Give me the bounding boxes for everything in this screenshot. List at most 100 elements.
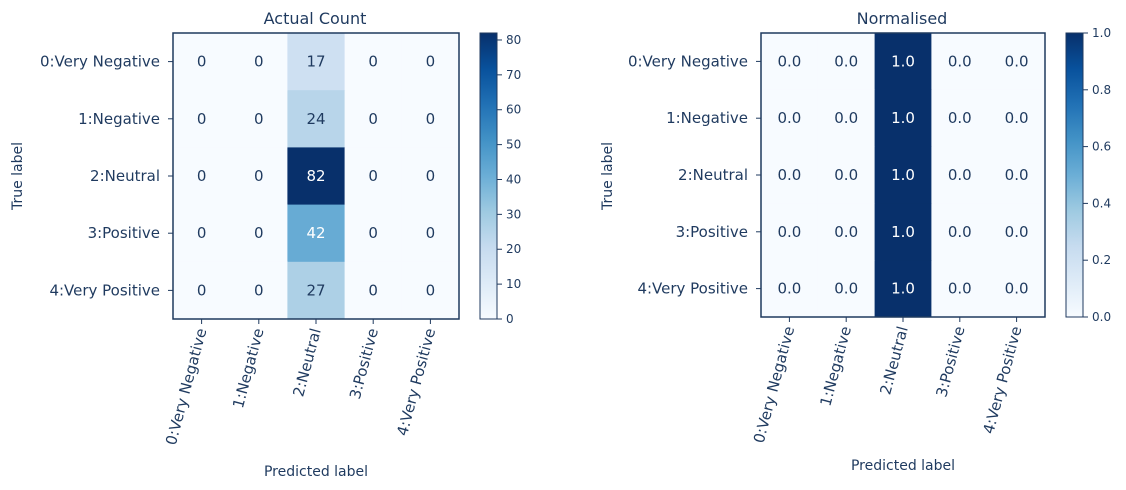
heatmap-cell	[817, 33, 876, 91]
heatmap-cell	[874, 33, 932, 91]
cell-value-label: 0.0	[1005, 52, 1029, 70]
cell-value-label: 0.0	[777, 109, 801, 127]
heatmap-cell	[401, 90, 460, 148]
cell-value-label: 0	[426, 110, 436, 128]
heatmap-cell	[287, 261, 346, 320]
colorbar-tick-label: 20	[506, 242, 521, 256]
heatmap-cell	[817, 146, 876, 204]
cell-value-label: 27	[306, 281, 325, 299]
cell-value-label: 0	[254, 167, 264, 185]
heatmap-cell	[173, 261, 231, 320]
heatmap-cell	[173, 90, 231, 148]
y-tick-label: 1:Negative	[666, 109, 748, 127]
heatmap-cell	[173, 33, 231, 91]
x-tick-label: 4:Very Positive	[393, 326, 439, 437]
heatmap-cell	[874, 260, 932, 318]
heatmap-cell	[230, 33, 288, 91]
colorbar-tick-label: 0	[506, 312, 514, 326]
cell-value-label: 0	[368, 110, 378, 128]
cell-value-label: 0	[426, 281, 436, 299]
colorbar: 0.0 0.2 0.4 0.6 0.8 1.0	[1065, 26, 1111, 324]
colorbar-gradient	[479, 32, 498, 320]
heatmap-cell	[874, 203, 932, 261]
y-tick-labels: 0:Very Negative 1:Negative 2:Neutral 3:Posi…	[628, 52, 761, 298]
cell-value-label: 0	[426, 167, 436, 185]
colorbar-gradient	[1065, 32, 1084, 318]
x-tick-label: 4:Very Positive	[979, 324, 1025, 435]
x-tick-label: 3:Positive	[346, 326, 382, 401]
cell-value-label: 0.0	[1005, 109, 1029, 127]
x-tick-label: 1:Negative	[816, 324, 855, 408]
y-tick-label: 3:Positive	[88, 224, 160, 242]
cell-value-label: 0.0	[1005, 223, 1029, 241]
colorbar-ticks: 0.0 0.2 0.4 0.6 0.8 1.0	[1083, 26, 1111, 324]
cell-value-label: 0	[254, 110, 264, 128]
heatmap-cell	[761, 260, 819, 318]
heatmap-cell	[761, 33, 819, 91]
colorbar-tick-label: 10	[506, 277, 521, 291]
heatmap-cell	[344, 147, 403, 206]
y-tick-label: 2:Neutral	[90, 167, 160, 185]
x-tick-labels: 0:Very Negative 1:Negative 2:Neutral 3:Posi…	[162, 319, 439, 447]
heatmap-cell	[344, 33, 403, 91]
heatmap-cell	[230, 204, 288, 263]
cell-value-label: 0.0	[1005, 166, 1029, 184]
cell-value-label: 0	[197, 281, 207, 299]
cell-value-label: 0	[254, 224, 264, 242]
y-axis-label: True label	[10, 142, 26, 211]
x-tick-label: 3:Positive	[933, 324, 969, 399]
cell-value-label: 0.0	[777, 280, 801, 298]
panel-actual-count: Actual Count 0 0 17 0 0 0 0 24 0 0 0 0 82 0 0 0 0 42 0 0 0 0 2…	[10, 9, 521, 480]
cell-value-label: 0	[254, 281, 264, 299]
heatmap-cell	[817, 89, 876, 148]
heatmap-cell	[287, 204, 346, 263]
colorbar: 0 10 20 30 40 50 60 70 80	[479, 32, 521, 326]
cell-value-label: 0.0	[948, 109, 972, 127]
heatmap-cell	[761, 203, 819, 261]
heatmap-cell	[344, 204, 403, 263]
x-tick-label: 1:Negative	[229, 326, 268, 410]
cell-value-label: 0.0	[834, 109, 858, 127]
cell-value-label: 0.0	[948, 223, 972, 241]
colorbar-tick-label: 70	[506, 68, 521, 82]
cell-value-label: 1.0	[891, 280, 915, 298]
y-tick-label: 4:Very Positive	[637, 280, 748, 298]
heatmap-cell	[931, 260, 989, 318]
cell-value-label: 0	[197, 110, 207, 128]
colorbar-tick-label: 30	[506, 207, 521, 221]
cell-value-label: 42	[306, 224, 325, 242]
y-tick-labels: 0:Very Negative 1:Negative 2:Neutral 3:Posi…	[40, 53, 173, 299]
cell-value-label: 0	[426, 224, 436, 242]
x-tick-label: 2:Neutral	[876, 324, 911, 396]
colorbar-tick-label: 0.6	[1092, 140, 1111, 154]
cell-value-label: 0	[368, 53, 378, 71]
cell-value-label: 0.0	[1005, 280, 1029, 298]
colorbar-tick-label: 0.0	[1092, 310, 1111, 324]
cell-value-label: 0.0	[834, 223, 858, 241]
heatmap-cell	[230, 90, 288, 148]
x-axis-label: Predicted label	[851, 458, 955, 474]
heatmap-cell	[401, 261, 460, 320]
colorbar-tick-label: 40	[506, 172, 521, 186]
cell-value-label: 0	[197, 53, 207, 71]
heatmap-cell	[761, 89, 819, 148]
heatmap-cell	[761, 146, 819, 204]
heatmap-cell	[344, 261, 403, 320]
heatmap-cell	[988, 260, 1046, 318]
x-axis-label: Predicted label	[264, 464, 368, 480]
heatmap-cell	[344, 90, 403, 148]
colorbar-tick-label: 0.8	[1092, 83, 1111, 97]
heatmap-cell	[931, 203, 989, 261]
y-tick-label: 3:Positive	[676, 223, 748, 241]
heatmap-cell	[988, 33, 1046, 91]
y-tick-label: 0:Very Negative	[628, 52, 748, 70]
y-axis-label: True label	[600, 142, 616, 211]
y-tick-label: 2:Neutral	[678, 166, 748, 184]
chart-title: Actual Count	[264, 9, 367, 28]
cell-value-label: 0.0	[777, 52, 801, 70]
y-tick-label: 1:Negative	[78, 110, 160, 128]
cell-value-label: 0	[368, 281, 378, 299]
cell-value-label: 0.0	[834, 52, 858, 70]
heatmap-cell	[931, 89, 989, 148]
